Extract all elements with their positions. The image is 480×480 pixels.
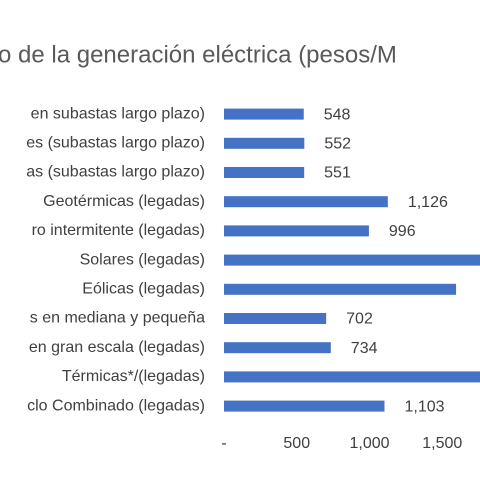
bar xyxy=(224,108,304,120)
x-tick-label: - xyxy=(221,435,226,452)
y-tick-label: Eólicas (legadas) xyxy=(82,281,205,298)
y-tick-label: es (subastas largo plazo) xyxy=(26,135,205,152)
y-tick-label: Geotérmicas (legadas) xyxy=(43,193,205,210)
y-tick-label: Térmicas*/(legadas) xyxy=(62,368,205,385)
value-label: 552 xyxy=(324,136,351,153)
value-label: 996 xyxy=(389,223,416,240)
y-tick-label: s en mediana y pequeña xyxy=(30,310,205,327)
bar xyxy=(224,225,369,237)
bar xyxy=(224,371,480,383)
bar xyxy=(224,196,388,208)
bar xyxy=(224,283,457,295)
value-label: 548 xyxy=(324,106,351,123)
bar xyxy=(224,400,385,412)
bar xyxy=(224,342,331,354)
value-label: 734 xyxy=(351,340,378,357)
bar xyxy=(224,254,480,266)
y-tick-label: ro intermitente (legadas) xyxy=(32,222,205,239)
bar xyxy=(224,137,305,149)
bar xyxy=(224,167,305,178)
bar xyxy=(224,313,327,324)
y-tick-label: clo Combinado (legadas) xyxy=(27,397,205,414)
value-label: 1,103 xyxy=(404,398,444,415)
y-tick-label: en subastas largo plazo) xyxy=(31,105,205,122)
x-tick-label: 500 xyxy=(283,435,310,452)
x-tick-label: 1,500 xyxy=(422,435,462,452)
x-tick-label: 1,000 xyxy=(349,435,389,452)
y-tick-label: as (subastas largo plazo) xyxy=(26,164,205,181)
value-label: 551 xyxy=(324,165,351,182)
value-label: 1,126 xyxy=(408,194,448,211)
y-tick-label: Solares (legadas) xyxy=(80,251,205,268)
y-tick-label: en gran escala (legadas) xyxy=(29,339,205,356)
chart-title: o de la generación eléctrica (pesos/M xyxy=(0,41,397,68)
value-label: 702 xyxy=(346,311,373,328)
